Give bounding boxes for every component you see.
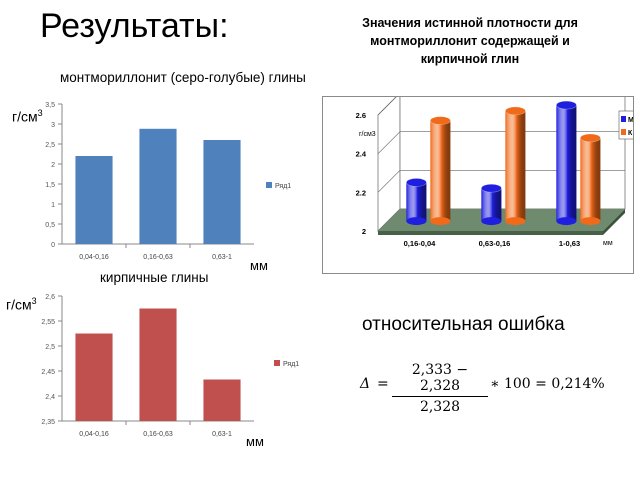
cylinder-shading [580, 137, 601, 222]
y-tick-label: 1 [51, 202, 55, 209]
chart1-y-unit: г/см3 [12, 108, 43, 125]
relative-error-heading: относительная ошибка [362, 314, 565, 335]
bar [75, 156, 113, 244]
y-tick-label: 2,35 [41, 419, 55, 426]
cylinder-top [505, 106, 526, 116]
floor-side [603, 209, 625, 235]
y-tick-label: 2.2 [356, 188, 366, 197]
cylinder-top [580, 133, 601, 143]
y-tick-label: 2,45 [41, 369, 55, 376]
cylinder-shading [481, 188, 502, 222]
chart2-y-unit: г/см3 [6, 296, 37, 313]
legend-swatch [266, 182, 272, 188]
floor-front [378, 231, 603, 235]
gridline [377, 170, 625, 193]
bar [139, 128, 177, 244]
brick-clay-bar-chart: 2,35 2,4 2,45 2,5 2,55 2,6 0,04-0,16 0,16-0,63 0… [41, 294, 299, 438]
formula-equals: = [377, 376, 389, 392]
x-tick-label: 0,04-0,16 [79, 254, 109, 261]
heading-line-1: Значения истинной плотности для [362, 16, 578, 30]
y-tick-label: 2,55 [41, 319, 55, 326]
x-tick-label: 0,63-1 [212, 254, 232, 261]
legend-swatch [621, 116, 626, 122]
x-tick-label: 0,16-0,63 [143, 254, 173, 261]
chart1-label: монтмориллонит (серо-голубые) глины [60, 70, 306, 85]
cylinder-shading [505, 110, 526, 222]
cylinder-base [406, 217, 427, 226]
heading-line-3: кирпичной глин [420, 52, 520, 66]
legend-swatch [621, 129, 626, 135]
cylinder-shading [430, 120, 451, 222]
cylinder-base [430, 217, 451, 226]
gridline [377, 131, 625, 154]
y-tick-label: 0 [51, 242, 55, 249]
cylinder-shading [406, 182, 427, 222]
legend: МК [618, 110, 638, 140]
x-axis-unit: мм [603, 240, 613, 247]
cylinder-top [481, 183, 502, 193]
bar [203, 379, 241, 421]
x-tick-label: 0,16-0,04 [404, 239, 437, 248]
bar [139, 308, 177, 421]
legend-swatch [274, 360, 280, 366]
y-tick-label: 2.4 [356, 150, 367, 159]
cylinder-base [505, 217, 526, 226]
chart2-x-unit: мм [246, 434, 264, 449]
y-tick-label: 2,5 [45, 142, 55, 149]
relative-error-formula: Δ = 2,333 − 2,328 2,328 ∗ 100 = 0,214% [360, 360, 630, 415]
legend-label: М [628, 117, 633, 124]
x-tick-label: 0,04-0,16 [79, 431, 109, 438]
y-tick-label: 2 [51, 162, 55, 169]
cylinder-base [556, 217, 577, 226]
cylinder-base [580, 217, 601, 226]
y-tick-label: 3 [51, 122, 55, 129]
side-wall [377, 92, 401, 232]
cylinder-top [556, 100, 577, 110]
heading-line-2: монтмориллонит содержащей и [370, 34, 570, 48]
y-tick-label: 2,6 [45, 294, 55, 301]
chart2-label: кирпичные глины [100, 270, 209, 285]
formula-fraction: 2,333 − 2,328 2,328 [392, 362, 488, 415]
legend-label: Ряд1 [275, 183, 291, 190]
bar [75, 333, 113, 421]
x-tick-label: 0,63-0,16 [479, 239, 511, 248]
x-tick-label: 0,16-0,63 [143, 431, 173, 438]
montmorillonite-bar-chart: 0 0,5 1 1,5 2 2,5 3 3,5 0,04-0,16 0,16-0,63 0,63-1… [45, 102, 291, 261]
formula-delta: Δ [360, 376, 371, 392]
legend-label: Ряд1 [283, 361, 299, 368]
slide-title: Результаты: [40, 7, 229, 45]
density-chart-heading: Значения истинной плотности для монтмори… [320, 14, 620, 68]
legend-label: К [628, 130, 633, 137]
y-tick-label: 0,5 [45, 222, 55, 229]
bar [203, 140, 241, 244]
y-tick-label: 2 [362, 227, 366, 236]
density-3d-chart: 2 2.2 2.4 2.6 г/см3 0,16-0,04 0,63-0,16 1-0,63 м… [356, 92, 638, 248]
cylinder-top [430, 116, 451, 125]
cylinder-base [481, 217, 502, 226]
x-tick-label: 0,63-1 [212, 431, 232, 438]
chart1-x-unit: мм [250, 258, 268, 273]
y-tick-label: 3,5 [45, 102, 55, 109]
formula-denominator: 2,328 [419, 399, 461, 415]
y-axis-unit: г/см3 [359, 131, 376, 138]
cylinder-shading [556, 105, 577, 222]
y-tick-label: 2.6 [356, 111, 366, 120]
formula-numerator: 2,333 − 2,328 [392, 362, 488, 397]
cylinder-top [406, 178, 427, 187]
formula-result: ∗ 100 = 0,214% [490, 376, 605, 392]
x-tick-label: 1-0,63 [559, 239, 580, 248]
y-tick-label: 2,5 [45, 344, 55, 351]
density-3d-chart-panel: 2 2.2 2.4 2.6 г/см3 0,16-0,04 0,63-0,16 1-0,63 м… [322, 92, 638, 274]
y-tick-label: 2,4 [45, 394, 55, 401]
y-tick-label: 1,5 [45, 182, 55, 189]
